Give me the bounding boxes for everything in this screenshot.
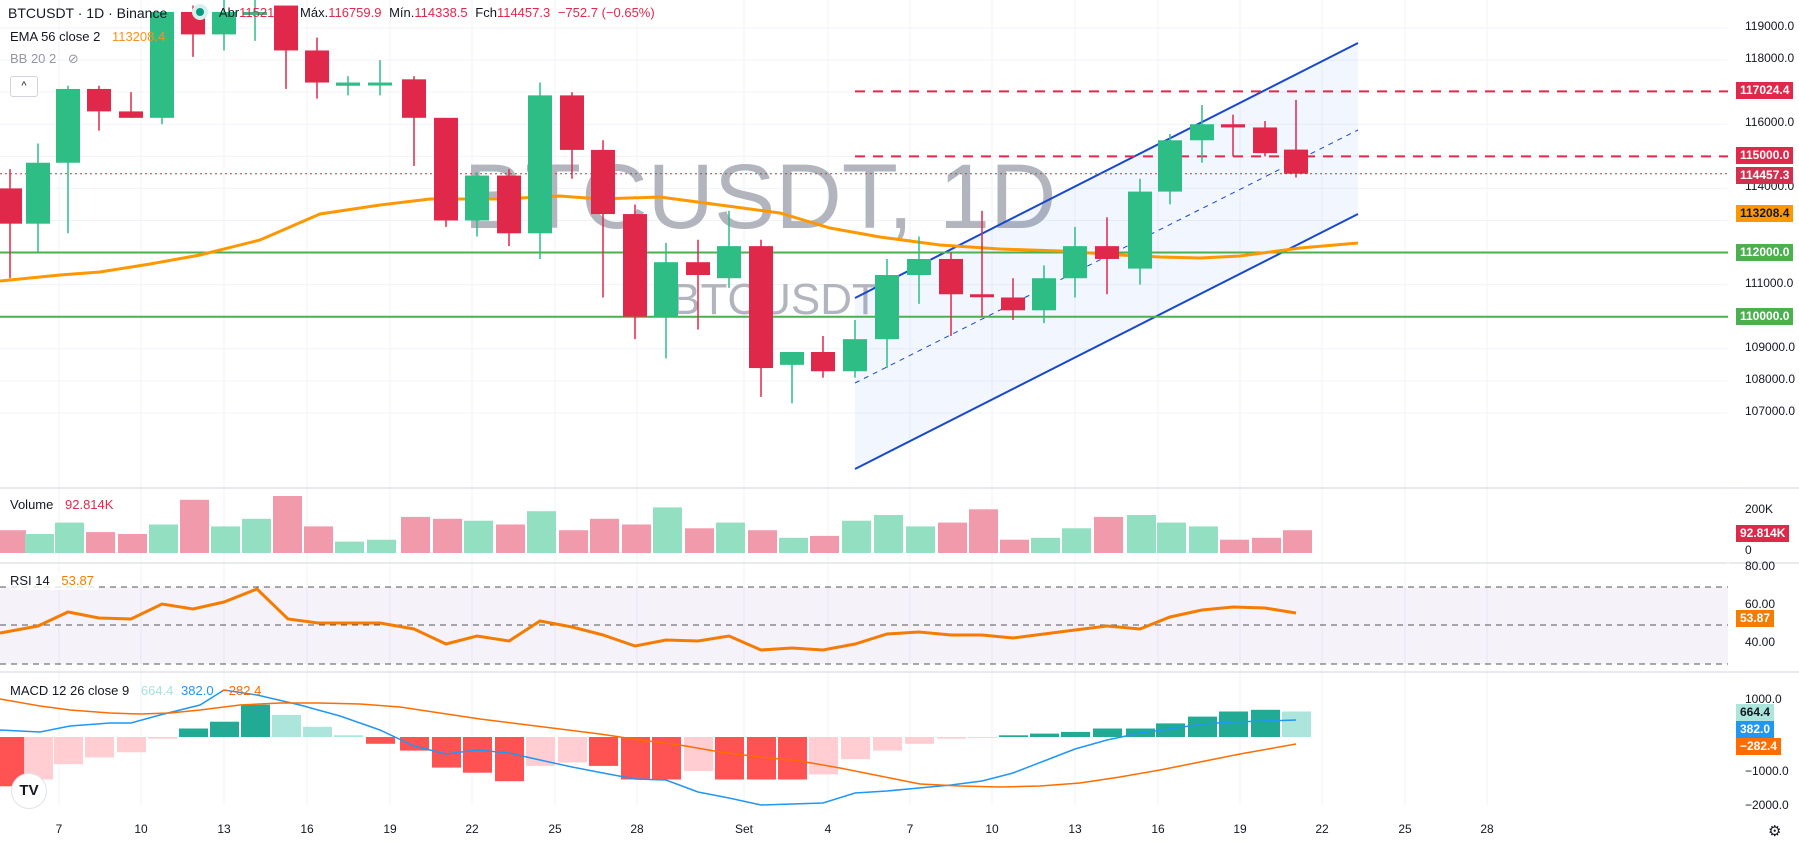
price-tag-ema: 113208.4: [1736, 204, 1794, 222]
time-tick-label: 19: [383, 822, 397, 836]
rsi-tick-label: 80.00: [1745, 559, 1776, 573]
ema-value: 113208.4: [111, 29, 166, 44]
bb-legend[interactable]: BB 20 2 ⊘: [10, 50, 83, 68]
price-tag-support: 112000.0: [1736, 243, 1794, 261]
time-tick-label: 13: [1068, 822, 1082, 836]
time-tick-label: 10: [134, 822, 148, 836]
macd-legend[interactable]: MACD 12 26 close 9 664.4 382.0 −282.4: [10, 682, 265, 700]
low-label: Mín.: [389, 5, 415, 20]
eye-hidden-icon[interactable]: ⊘: [67, 51, 79, 66]
time-tick-label: Set: [734, 822, 754, 836]
collapse-legend-button[interactable]: ^: [10, 76, 38, 97]
time-tick-label: 7: [55, 822, 63, 836]
rsi-tick-label: 60.00: [1745, 597, 1776, 611]
bb-label: BB 20 2: [10, 51, 57, 66]
tradingview-logo[interactable]: TV: [11, 773, 47, 809]
time-tick-label: 22: [465, 822, 479, 836]
volume-tag: 92.814K: [1736, 525, 1790, 542]
time-tick-label: 7: [906, 822, 914, 836]
rsi-tick-label: 40.00: [1745, 635, 1776, 649]
rsi-legend[interactable]: RSI 14 53.87: [10, 572, 98, 590]
close-value: 114457.3: [496, 5, 551, 20]
high-label: Máx.: [300, 5, 329, 20]
chevron-up-icon: ^: [21, 80, 27, 92]
time-tick-label: 19: [1233, 822, 1247, 836]
macd-hist-tag: 664.4: [1736, 704, 1775, 721]
volume-value: 92.814K: [65, 497, 114, 512]
time-tick-label: 28: [630, 822, 644, 836]
macd-signal-value: −282.4: [221, 683, 262, 698]
macd-tick-label: 1000.0: [1745, 692, 1782, 706]
price-tick-label: 108000.0: [1745, 371, 1796, 386]
volume-tick-label: 200K: [1745, 502, 1774, 516]
price-tag-resistance: 117024.4: [1736, 82, 1794, 100]
price-tag-last: 114457.3: [1736, 166, 1794, 184]
close-label: Fch: [475, 5, 497, 20]
market-status-icon: [196, 8, 204, 16]
time-tick-label: 4: [824, 822, 832, 836]
time-tick-label: 25: [548, 822, 562, 836]
change-value: −752.7 (−0.65%): [557, 5, 655, 20]
macd-line-tag: 382.0: [1736, 721, 1775, 738]
macd-line-value: 382.0: [181, 683, 214, 698]
volume-label: Volume: [10, 497, 54, 512]
symbol-title[interactable]: BTCUSDT · 1D · Binance: [8, 5, 168, 21]
macd-hist-value: 664.4: [140, 683, 174, 698]
volume-legend[interactable]: Volume 92.814K: [10, 496, 117, 514]
ema-legend[interactable]: EMA 56 close 2 113208.4: [10, 28, 169, 46]
rsi-value: 53.87: [61, 573, 94, 588]
time-tick-label: 10: [985, 822, 999, 836]
low-value: 114338.5: [414, 5, 468, 20]
volume-tick-label: 0: [1745, 543, 1752, 557]
price-tick-label: 119000.0: [1745, 19, 1795, 33]
time-tick-label: 22: [1315, 822, 1329, 836]
time-tick-label: 16: [1151, 822, 1165, 836]
rsi-label: RSI 14: [10, 573, 50, 588]
price-tick-label: 118000.0: [1745, 51, 1795, 66]
macd-signal-tag: −282.4: [1736, 738, 1782, 755]
time-tick-label: 16: [300, 822, 314, 836]
price-tick-label: 107000.0: [1745, 403, 1796, 418]
time-tick-label: 28: [1480, 822, 1494, 836]
symbol-legend: BTCUSDT · 1D · Binance: [8, 4, 171, 22]
macd-tick-label: −1000.0: [1745, 764, 1789, 778]
settings-gear-icon[interactable]: ⚙: [1768, 823, 1782, 840]
price-tick-label: 111000.0: [1745, 275, 1794, 290]
price-tag-level: 115000.0: [1736, 147, 1794, 165]
price-tick-label: 116000.0: [1745, 115, 1795, 130]
ema-label: EMA 56 close 2: [10, 29, 101, 44]
macd-tick-label: −2000.0: [1745, 798, 1789, 812]
time-tick-label: 25: [1398, 822, 1412, 836]
price-tag-support: 110000.0: [1736, 307, 1794, 325]
macd-label: MACD 12 26 close 9: [10, 683, 130, 698]
open-value: 115210.0: [239, 5, 293, 20]
high-value: 116759.9: [328, 5, 382, 20]
rsi-tag: 53.87: [1736, 610, 1775, 627]
time-tick-label: 13: [217, 822, 231, 836]
price-tick-label: 109000.0: [1745, 339, 1796, 354]
open-label: Abr: [218, 5, 240, 20]
ohlc-legend: Abr115210.0 Máx.116759.9 Mín.114338.5 Fc…: [196, 4, 659, 22]
